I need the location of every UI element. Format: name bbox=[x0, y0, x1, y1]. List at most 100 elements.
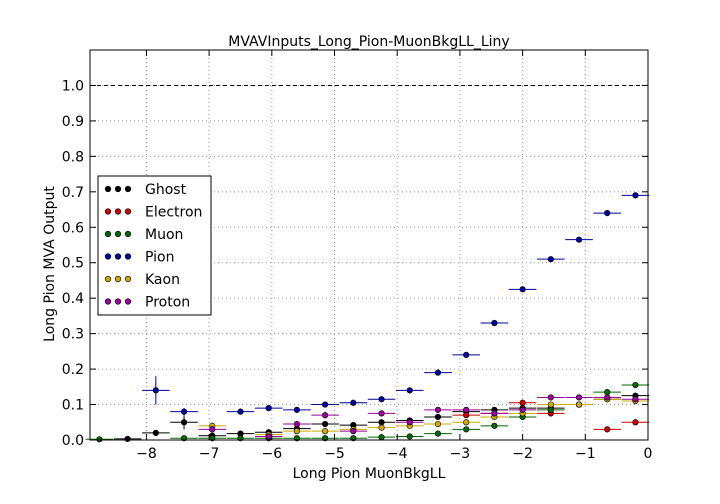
data-point bbox=[237, 408, 244, 415]
data-point bbox=[632, 192, 639, 199]
data-point bbox=[378, 424, 385, 431]
legend-marker bbox=[124, 185, 132, 193]
data-point bbox=[463, 406, 470, 413]
x-tick-label: −6 bbox=[261, 446, 282, 462]
legend-marker bbox=[104, 253, 112, 260]
data-point bbox=[378, 396, 385, 403]
legend-marker bbox=[124, 253, 132, 260]
legend-marker bbox=[124, 275, 132, 283]
legend-marker bbox=[104, 275, 112, 283]
y-tick-label: 0.2 bbox=[62, 362, 84, 378]
data-point bbox=[180, 408, 188, 415]
y-tick-label: 0.5 bbox=[62, 256, 84, 272]
data-point bbox=[434, 406, 442, 413]
data-point bbox=[547, 406, 554, 413]
data-point bbox=[152, 387, 159, 394]
legend-marker bbox=[104, 185, 112, 193]
legend-marker bbox=[114, 230, 122, 238]
data-point bbox=[632, 419, 639, 426]
series-pion bbox=[142, 192, 650, 416]
data-point bbox=[519, 406, 526, 413]
chart-title: MVAVInputs_Long_Pion-MuonBkgLL_Liny bbox=[228, 34, 509, 50]
data-point bbox=[463, 412, 470, 419]
axis-ticks: −8 −7 −6 −5 −4 −3 −2 −1 0 0.0 0.1 0.2 0.3 0.4 0.5 0.6 0.… bbox=[62, 50, 653, 462]
data-point bbox=[519, 286, 526, 293]
legend-label-electron: Electron bbox=[145, 205, 202, 221]
data-point bbox=[152, 429, 159, 437]
data-point bbox=[265, 404, 272, 412]
legend-marker bbox=[124, 298, 132, 305]
legend-label-kaon: Kaon bbox=[145, 272, 180, 288]
data-point bbox=[406, 433, 413, 440]
data-point bbox=[604, 209, 611, 217]
series-proton bbox=[198, 394, 650, 440]
data-point bbox=[378, 410, 385, 417]
data-point bbox=[406, 419, 413, 426]
data-point bbox=[265, 433, 272, 440]
data-point bbox=[350, 399, 357, 406]
x-tick-label: −5 bbox=[324, 446, 345, 462]
data-point bbox=[463, 419, 470, 426]
data-point bbox=[406, 387, 413, 394]
data-point bbox=[604, 389, 611, 396]
data-point bbox=[350, 428, 357, 435]
data-point bbox=[547, 394, 554, 401]
plot-area-data bbox=[85, 192, 650, 443]
x-tick-label: −3 bbox=[450, 446, 471, 462]
data-point bbox=[96, 436, 103, 443]
y-tick-label: 0.9 bbox=[62, 114, 84, 130]
x-axis-label: Long Pion MuonBkgLL bbox=[293, 466, 446, 482]
data-point bbox=[434, 369, 442, 376]
y-tick-label: 1.0 bbox=[62, 78, 84, 94]
x-tick-label: −4 bbox=[387, 446, 408, 462]
plot-frame bbox=[89, 49, 649, 441]
data-point bbox=[575, 401, 583, 408]
data-point bbox=[575, 394, 583, 401]
legend-marker bbox=[114, 298, 122, 305]
data-point bbox=[491, 422, 498, 429]
data-point bbox=[180, 419, 188, 426]
data-point bbox=[547, 256, 554, 263]
x-tick-label: −1 bbox=[575, 446, 596, 462]
data-point bbox=[575, 236, 583, 243]
y-tick-label: 0.3 bbox=[62, 327, 84, 343]
data-point bbox=[491, 410, 498, 417]
data-point bbox=[293, 406, 300, 413]
data-point bbox=[547, 401, 554, 408]
data-point bbox=[434, 420, 442, 428]
legend-box bbox=[97, 175, 212, 316]
legend-label-pion: Pion bbox=[145, 250, 174, 266]
legend-marker bbox=[124, 230, 132, 238]
data-point bbox=[434, 413, 442, 421]
legend-marker bbox=[124, 208, 132, 215]
legend-marker bbox=[114, 253, 122, 260]
data-point bbox=[322, 420, 329, 428]
data-point bbox=[491, 319, 498, 327]
legend-marker bbox=[104, 208, 112, 215]
data-point bbox=[322, 401, 329, 408]
legend-marker bbox=[104, 230, 112, 238]
legend-marker bbox=[114, 208, 122, 215]
data-point bbox=[293, 420, 300, 428]
y-axis-label: Long Pion MVA Output bbox=[42, 186, 58, 342]
y-tick-label: 0.0 bbox=[62, 433, 84, 449]
x-tick-label: −8 bbox=[136, 446, 157, 462]
y-tick-label: 0.7 bbox=[62, 185, 84, 201]
y-tick-label: 0.4 bbox=[62, 291, 84, 307]
data-point bbox=[632, 381, 639, 389]
legend-label-muon: Muon bbox=[145, 227, 183, 243]
x-tick-label: −2 bbox=[512, 446, 533, 462]
legend-label-ghost: Ghost bbox=[145, 182, 187, 198]
data-point bbox=[632, 396, 639, 403]
data-point bbox=[519, 399, 526, 406]
x-tick-label: 0 bbox=[644, 446, 653, 462]
legend-marker bbox=[114, 185, 122, 193]
y-tick-label: 0.8 bbox=[62, 149, 84, 165]
x-tick-label: −7 bbox=[199, 446, 220, 462]
legend-label-proton: Proton bbox=[145, 295, 190, 311]
data-point bbox=[322, 412, 329, 419]
series-muon bbox=[85, 381, 650, 443]
y-tick-label: 0.1 bbox=[62, 398, 84, 414]
legend-marker bbox=[114, 275, 122, 283]
